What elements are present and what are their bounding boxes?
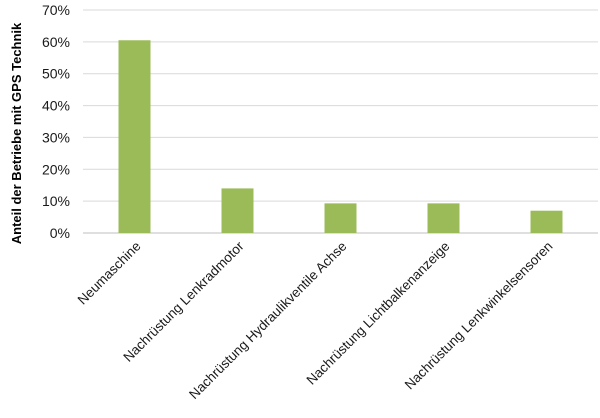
bar [530, 210, 563, 233]
y-tick-label: 70% [42, 2, 70, 18]
x-category-label: Neumaschine [75, 239, 144, 308]
y-tick-label: 30% [42, 129, 70, 145]
bar [221, 188, 254, 233]
y-tick-label: 50% [42, 66, 70, 82]
x-category-label: Nachrüstung Lenkradmotor [120, 238, 247, 365]
bars [118, 40, 563, 234]
bar [118, 40, 151, 234]
y-axis-ticks: 0% 10% 20% 30% 40% 50% 60% 70% [42, 2, 70, 241]
bar [427, 203, 460, 233]
bar [324, 203, 357, 233]
gridlines [83, 9, 598, 234]
y-tick-label: 40% [42, 98, 70, 114]
y-tick-label: 0% [50, 225, 70, 241]
y-axis-title: Anteil der Betriebe mit GPS Technik [9, 22, 24, 244]
y-tick-label: 20% [42, 161, 70, 177]
y-tick-label: 10% [42, 193, 70, 209]
y-tick-label: 60% [42, 34, 70, 50]
